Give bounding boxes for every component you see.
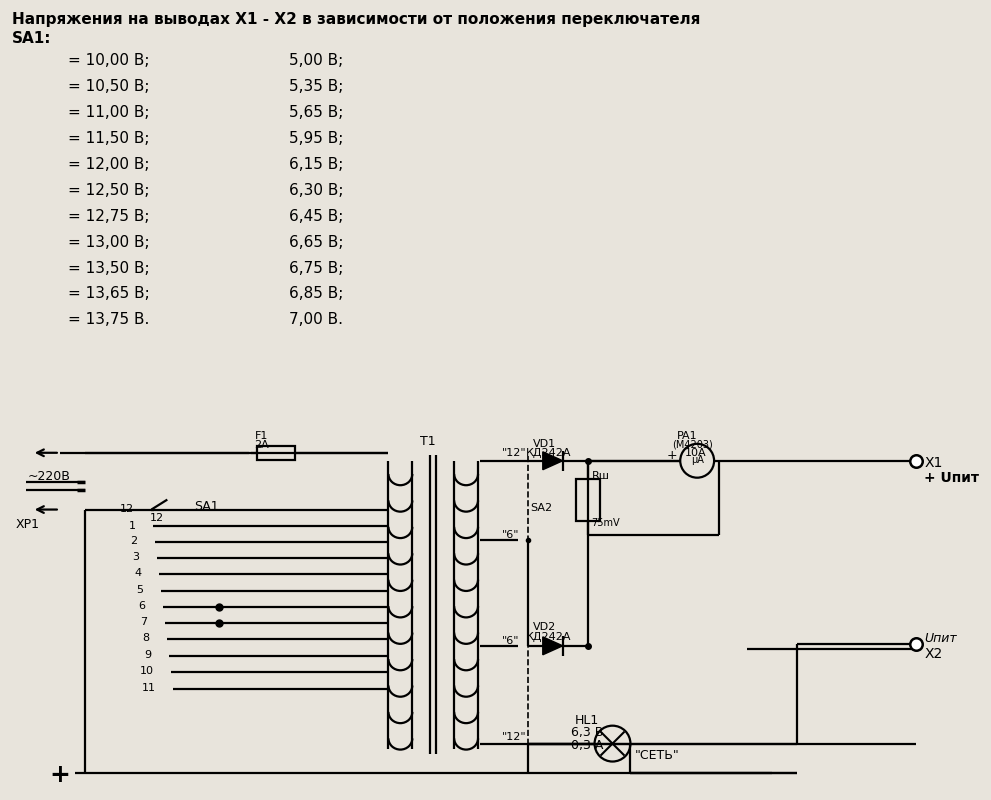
Text: "6": "6" [502,530,519,540]
Text: 7: 7 [141,617,148,627]
Text: Uпит: Uпит [925,632,957,645]
Text: = 12,50 В;: = 12,50 В; [67,183,150,198]
Text: "СЕТЬ": "СЕТЬ" [634,749,679,762]
Text: XP1: XP1 [16,518,40,530]
Text: (M4203): (M4203) [672,440,713,450]
Text: = 12,00 В;: = 12,00 В; [67,157,150,172]
Text: = 12,75 В;: = 12,75 В; [67,209,150,224]
Text: X2: X2 [925,647,942,661]
Text: = 13,00 В;: = 13,00 В; [67,234,150,250]
Text: SA2: SA2 [530,503,552,513]
Text: = 13,75 В.: = 13,75 В. [67,312,149,327]
Text: 75mV: 75mV [592,518,620,527]
Text: = 10,00 В;: = 10,00 В; [67,54,150,69]
Text: VD2: VD2 [533,622,556,632]
Text: 4: 4 [135,568,142,578]
Text: Напряжения на выводах X1 - X2 в зависимости от положения переключателя: Напряжения на выводах X1 - X2 в зависимо… [12,11,701,26]
Text: 7,00 В.: 7,00 В. [288,312,343,327]
Text: 5,00 В;: 5,00 В; [288,54,343,69]
Text: = 11,50 В;: = 11,50 В; [67,131,150,146]
Bar [257,446,294,460]
Text: "6": "6" [502,636,519,646]
Text: 9: 9 [145,650,152,660]
Text: Rш: Rш [592,470,609,481]
Text: F1: F1 [256,431,269,441]
Text: T1: T1 [420,435,436,448]
Text: "12": "12" [502,448,526,458]
Text: 0,3 А: 0,3 А [571,738,604,752]
Text: 6,85 В;: 6,85 В; [288,286,343,302]
Text: 1: 1 [129,521,136,530]
Polygon shape [543,452,563,470]
Text: + Uпит: + Uпит [925,470,979,485]
Text: ~220В: ~220В [28,470,70,482]
Text: 12: 12 [150,513,164,522]
Text: 2: 2 [130,537,138,546]
Text: 6,3 В: 6,3 В [571,726,604,738]
Text: X1: X1 [925,456,942,470]
Text: = 10,50 В;: = 10,50 В; [67,79,150,94]
Text: 12: 12 [119,503,134,514]
Bar [576,478,600,521]
Text: +: + [667,449,678,462]
Polygon shape [543,637,563,654]
Text: 5,95 В;: 5,95 В; [288,131,343,146]
Text: 5,35 В;: 5,35 В; [288,79,343,94]
Text: SA1:: SA1: [12,31,52,46]
Text: 11: 11 [142,683,156,693]
Text: +: + [50,763,70,787]
Text: 10А: 10А [685,448,706,458]
Text: 6,30 В;: 6,30 В; [288,183,343,198]
Text: КД242А: КД242А [526,632,572,642]
Text: μA: μA [691,454,704,465]
Text: SA1: SA1 [194,499,219,513]
Text: 6,65 В;: 6,65 В; [288,234,343,250]
Text: 8: 8 [143,633,150,643]
Text: 6,75 В;: 6,75 В; [288,261,343,275]
Text: PA1: PA1 [677,431,698,441]
Text: 10: 10 [140,666,154,676]
Text: 2A: 2A [255,440,270,450]
Text: = 13,50 В;: = 13,50 В; [67,261,150,275]
Text: КД242А: КД242А [526,448,572,458]
Text: 3: 3 [133,552,140,562]
Text: 5: 5 [137,586,144,595]
Text: VD1: VD1 [533,439,556,449]
Text: 6,45 В;: 6,45 В; [288,209,343,224]
Text: HL1: HL1 [575,714,599,726]
Text: "12": "12" [502,732,526,742]
Text: 5,65 В;: 5,65 В; [288,105,343,120]
Text: = 11,00 В;: = 11,00 В; [67,105,150,120]
Text: 6,15 В;: 6,15 В; [288,157,343,172]
Text: 6: 6 [139,601,146,611]
Text: = 13,65 В;: = 13,65 В; [67,286,150,302]
